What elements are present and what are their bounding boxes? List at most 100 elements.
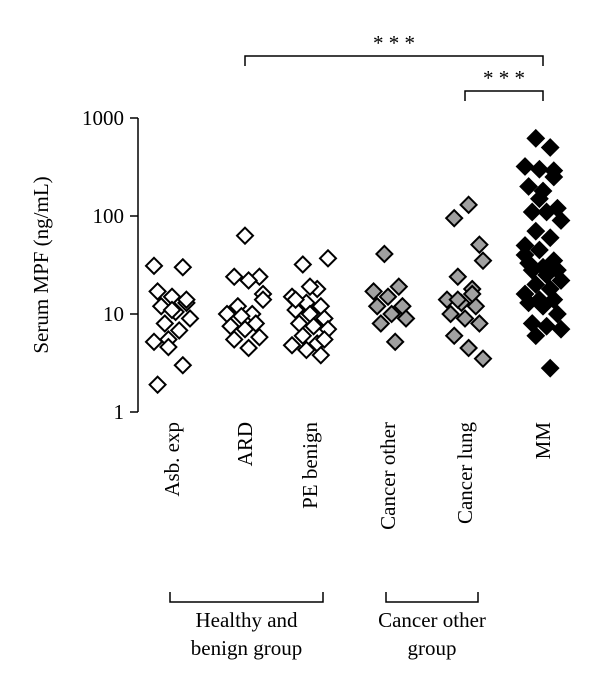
data-point: [537, 202, 557, 222]
data-point: [547, 304, 567, 324]
data-point: [148, 375, 168, 395]
significance-label: * * *: [483, 66, 525, 90]
data-point: [529, 240, 549, 260]
data-point: [459, 338, 479, 358]
data-point: [173, 257, 193, 277]
data-point: [526, 221, 546, 241]
data-point: [515, 245, 535, 265]
x-tick-label: MM: [531, 422, 555, 460]
data-point: [551, 319, 571, 339]
data-point: [296, 340, 316, 360]
data-point: [253, 290, 273, 310]
data-point: [473, 349, 493, 369]
data-point: [526, 275, 546, 294]
data-point: [144, 332, 164, 352]
data-point: [180, 309, 200, 328]
data-point: [396, 309, 416, 328]
data-point: [537, 265, 557, 285]
data-point: [441, 304, 461, 324]
data-point: [286, 290, 306, 310]
data-point: [540, 228, 560, 248]
data-point: [162, 300, 182, 320]
data-point: [173, 355, 193, 375]
y-axis-label: Serum MPF (ng/mL): [29, 176, 53, 353]
group-bracket: [385, 592, 479, 603]
data-point: [469, 314, 489, 333]
data-point: [371, 314, 391, 333]
data-point: [448, 290, 468, 310]
data-point: [235, 226, 255, 246]
data-point: [176, 290, 196, 310]
data-point: [249, 327, 269, 347]
data-point: [473, 251, 493, 271]
y-tick-label: 1: [114, 400, 125, 424]
data-point: [367, 296, 387, 316]
x-tick-label: Asb. exp: [160, 422, 184, 497]
significance-label: * * *: [373, 31, 415, 55]
data-point: [533, 296, 553, 316]
data-point: [235, 319, 255, 339]
data-point: [519, 177, 539, 196]
x-tick-label: Cancer other: [376, 422, 400, 530]
data-point: [378, 287, 398, 307]
data-point: [515, 157, 535, 176]
data-point: [314, 330, 334, 349]
data-point: [455, 309, 475, 328]
data-point: [444, 326, 464, 346]
data-point: [239, 338, 259, 358]
data-point: [364, 282, 384, 301]
data-point: [155, 314, 175, 333]
data-point: [551, 271, 571, 290]
group-label: benign group: [191, 636, 302, 660]
data-point: [239, 271, 259, 290]
data-point: [444, 208, 464, 228]
data-point: [224, 330, 244, 349]
y-tick-label: 10: [103, 302, 124, 326]
data-point: [144, 256, 164, 276]
data-point: [544, 167, 564, 187]
significance-bracket: [464, 90, 544, 101]
x-tick-label: Cancer lung: [453, 422, 477, 525]
group-label: group: [408, 636, 457, 660]
data-point: [282, 335, 302, 355]
significance-bracket: [244, 55, 544, 66]
data-point: [389, 277, 409, 297]
group-bracket: [169, 592, 324, 603]
x-tick-label: ARD: [233, 422, 257, 466]
data-point: [526, 128, 546, 148]
y-tick-label: 1000: [82, 106, 124, 130]
data-point: [529, 189, 549, 209]
data-point: [300, 277, 320, 297]
group-label: Healthy and: [195, 608, 298, 632]
data-point: [469, 235, 489, 255]
data-point: [448, 267, 468, 287]
data-point: [522, 260, 542, 280]
data-point: [540, 358, 560, 378]
data-point: [466, 296, 486, 316]
data-point: [522, 202, 542, 222]
data-point: [382, 304, 402, 324]
data-point: [529, 159, 549, 179]
data-point: [148, 282, 168, 301]
data-point: [158, 337, 178, 357]
data-point: [459, 195, 479, 215]
data-point: [304, 316, 324, 336]
data-point: [224, 267, 244, 287]
data-point: [318, 248, 338, 268]
data-point: [374, 244, 394, 264]
group-label: Cancer other: [378, 608, 486, 632]
y-tick-label: 100: [93, 204, 125, 228]
data-point: [540, 138, 560, 157]
data-point: [526, 326, 546, 346]
data-point: [385, 332, 405, 352]
data-point: [293, 255, 313, 274]
data-point: [293, 326, 313, 346]
data-point: [462, 284, 482, 304]
data-point: [169, 320, 189, 340]
data-point: [537, 316, 557, 336]
data-point: [311, 345, 331, 365]
data-point: [551, 211, 571, 230]
data-point: [519, 293, 539, 313]
x-tick-label: PE benign: [298, 422, 322, 509]
